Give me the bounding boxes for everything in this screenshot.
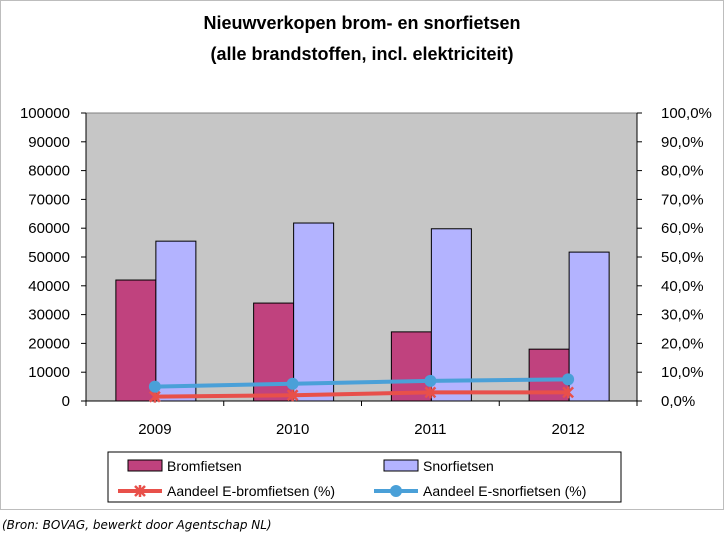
y-tick-label: 10000: [28, 364, 70, 381]
chart-title: Nieuwverkopen brom- en snorfietsen: [203, 13, 520, 33]
legend-swatch-snorfietsen: [383, 459, 419, 472]
y-tick-label: 20000: [28, 335, 70, 352]
point-aandeel-e-bromfietsen: [562, 386, 575, 399]
legend-label-aandeel-e-bromfietsen: Aandeel E-bromfietsen (%): [167, 483, 335, 499]
y2-tick-label: 70,0%: [661, 191, 704, 208]
point-aandeel-e-bromfietsen: [286, 389, 299, 402]
y2-tick-label: 100,0%: [661, 105, 712, 122]
bar-snorfietsen: [568, 251, 610, 402]
legend-label-aandeel-e-snorfietsen: Aandeel E-snorfietsen (%): [423, 483, 586, 499]
bar-bromfietsen: [390, 331, 432, 402]
bar-snorfietsen: [155, 240, 197, 402]
legend-label-bromfietsen: Bromfietsen: [167, 458, 242, 474]
legend-marker-aandeel-e-bromfietsen: [134, 485, 146, 497]
y2-tick-label: 80,0%: [661, 163, 704, 180]
y2-tick-label: 10,0%: [661, 364, 704, 381]
point-aandeel-e-snorfietsen: [562, 373, 575, 386]
line-aandeel-e-snorfietsen: [154, 377, 569, 389]
point-aandeel-e-bromfietsen: [148, 390, 161, 403]
x-tick-label: 2010: [276, 421, 309, 438]
x-tick-label: 2011: [414, 421, 446, 438]
y2-tick-label: 90,0%: [661, 134, 704, 151]
bar-snorfietsen: [293, 222, 335, 402]
legend: Bromfietsen Snorfietsen Aandeel E-bromfiet…: [107, 451, 622, 503]
line-aandeel-e-bromfietsen: [154, 390, 569, 399]
y-tick-label: 90000: [28, 134, 70, 151]
chart-subtitle: (alle brandstoffen, incl. elektriciteit): [210, 44, 513, 64]
y-tick-label: 60000: [28, 220, 70, 237]
y2-tick-label: 0,0%: [661, 393, 695, 410]
y-tick-label: 40000: [28, 278, 70, 295]
y2-tick-label: 30,0%: [661, 307, 704, 324]
legend-marker-aandeel-e-snorfietsen: [390, 485, 402, 497]
legend-label-snorfietsen: Snorfietsen: [423, 458, 494, 474]
legend-swatch-bromfietsen: [127, 459, 163, 472]
bar-bromfietsen: [115, 279, 157, 402]
chart: Nieuwverkopen brom- en snorfietsen (alle…: [20, 13, 712, 503]
point-aandeel-e-bromfietsen: [424, 386, 437, 399]
y2-tick-label: 20,0%: [661, 335, 704, 352]
bar-snorfietsen: [430, 228, 472, 402]
y2-tick-label: 40,0%: [661, 278, 704, 295]
y-tick-label: 70000: [28, 191, 70, 208]
x-tick-label: 2012: [551, 421, 584, 438]
plot-area: 0 10000 20000 30000 40000 50000 60000 70000 8000…: [20, 105, 712, 438]
y2-tick-label: 50,0%: [661, 249, 704, 266]
y2-tick-label: 60,0%: [661, 220, 704, 237]
legend-box: [107, 451, 622, 503]
source-note: (Bron: BOVAG, bewerkt door Agentschap NL…: [2, 518, 272, 532]
y-tick-label: 0: [62, 393, 70, 410]
y-tick-label: 50000: [28, 249, 70, 266]
y-tick-label: 80000: [28, 163, 70, 180]
y-tick-label: 30000: [28, 307, 70, 324]
y-tick-label: 100000: [20, 105, 70, 122]
point-aandeel-e-snorfietsen: [424, 374, 437, 387]
x-tick-label: 2009: [138, 421, 171, 438]
point-aandeel-e-snorfietsen: [148, 380, 161, 393]
point-aandeel-e-snorfietsen: [286, 377, 299, 390]
